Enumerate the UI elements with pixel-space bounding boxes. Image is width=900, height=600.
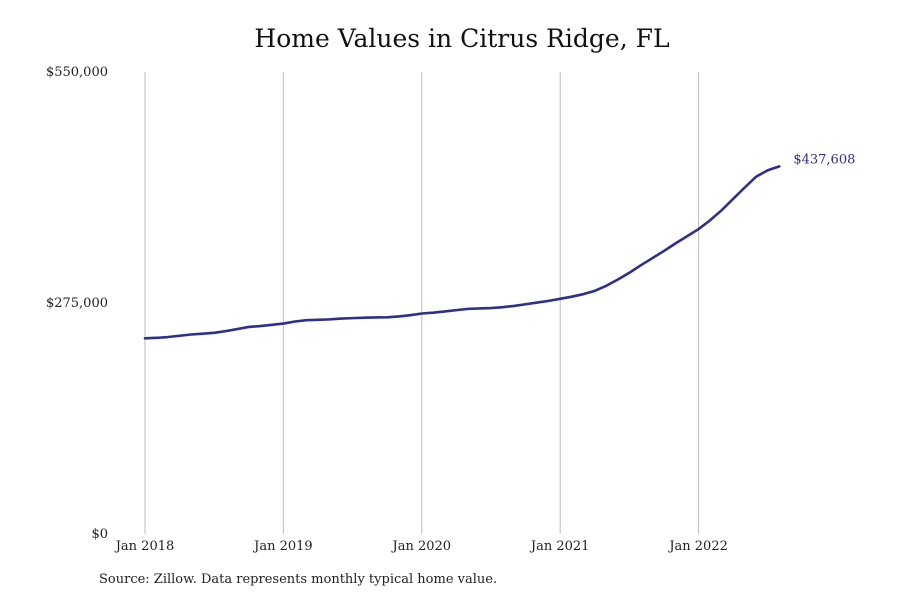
gridlines: [144, 72, 700, 534]
end-value-label: $437,608: [793, 152, 855, 167]
y-tick-label: $550,000: [46, 65, 108, 80]
y-axis-ticks: $0 $275,000 $550,000: [46, 65, 108, 542]
y-tick-label: $275,000: [46, 296, 108, 311]
home-value-line: [143, 165, 781, 340]
x-axis-ticks: Jan 2018 Jan 2019 Jan 2020 Jan 2021 Jan 2022: [114, 539, 728, 554]
y-tick-label: $0: [91, 527, 108, 542]
x-tick-label: Jan 2018: [114, 539, 175, 554]
source-note: Source: Zillow. Data represents monthly …: [99, 572, 498, 587]
x-tick-label: Jan 2022: [667, 539, 728, 554]
x-tick-label: Jan 2020: [391, 539, 452, 554]
x-tick-label: Jan 2021: [529, 539, 590, 554]
chart-title: Home Values in Citrus Ridge, FL: [254, 24, 670, 53]
x-tick-label: Jan 2019: [252, 539, 313, 554]
